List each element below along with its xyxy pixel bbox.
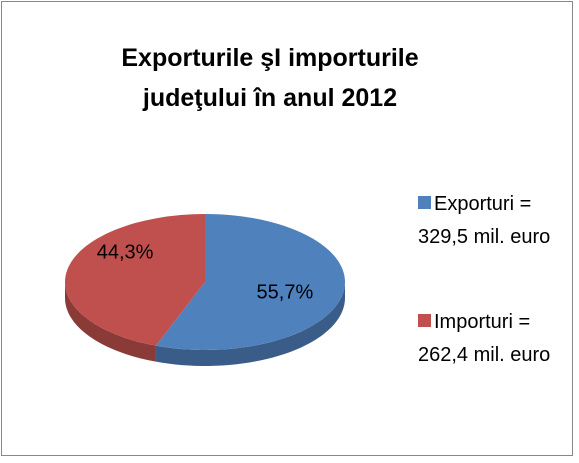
legend-label: Importuri = 262,4 mil. euro — [418, 311, 551, 366]
chart-title: Exporturile şI importurile judeţului în … — [121, 44, 419, 112]
pie-slice — [155, 214, 346, 350]
pie-slice — [65, 214, 205, 346]
legend-swatch — [418, 314, 431, 327]
pie-side — [155, 282, 345, 366]
data-label: 44,3% — [97, 241, 154, 263]
pie-side — [65, 282, 156, 362]
legend-label: Exporturi = 329,5 mil. euro — [418, 193, 551, 248]
data-label: 55,7% — [257, 281, 314, 303]
legend-item: Importuri = 262,4 mil. euro — [418, 306, 573, 372]
legend-swatch — [418, 196, 431, 209]
legend-item: Exporturi = 329,5 mil. euro — [418, 188, 573, 254]
